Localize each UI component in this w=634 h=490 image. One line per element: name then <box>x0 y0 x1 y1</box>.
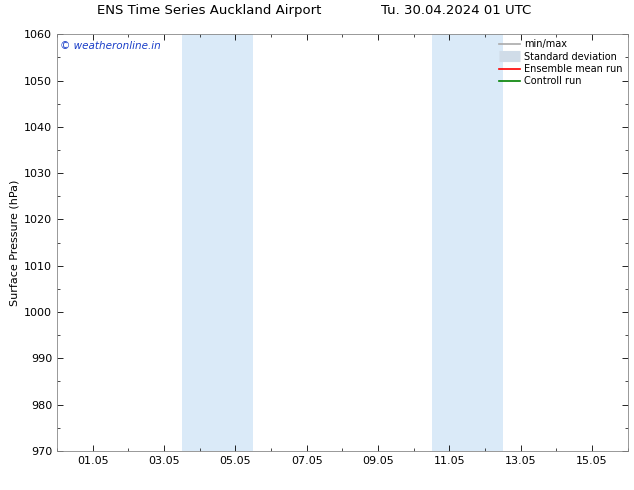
Bar <box>182 34 253 451</box>
Text: Tu. 30.04.2024 01 UTC: Tu. 30.04.2024 01 UTC <box>382 4 531 17</box>
Text: © weatheronline.in: © weatheronline.in <box>60 41 160 50</box>
Text: ENS Time Series Auckland Airport: ENS Time Series Auckland Airport <box>97 4 321 17</box>
Y-axis label: Surface Pressure (hPa): Surface Pressure (hPa) <box>10 179 20 306</box>
Bar <box>432 34 503 451</box>
Legend: min/max, Standard deviation, Ensemble mean run, Controll run: min/max, Standard deviation, Ensemble me… <box>497 37 624 88</box>
